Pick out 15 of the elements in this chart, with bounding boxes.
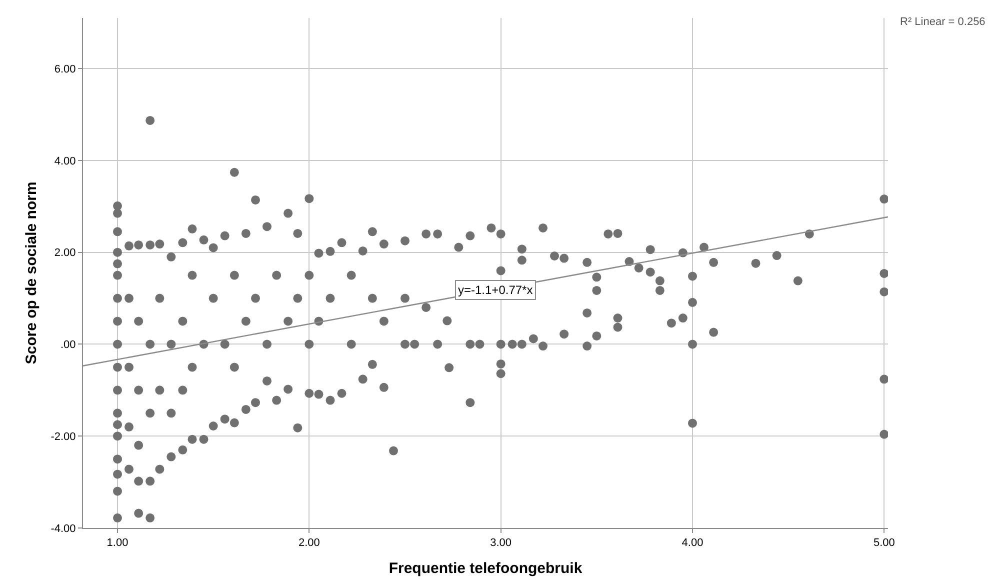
text: R² Linear = 0.256 [900,16,986,28]
x-tick-label: 3.00 [490,537,512,550]
annotation: y=-1.1+0.77*x [458,283,533,297]
y-axis-title: Score op de sociale norm [22,182,40,364]
x-tick-label: 4.00 [682,537,704,550]
y-tick-label: -2.00 [50,430,76,443]
x-tick-label: 5.00 [873,537,895,550]
x-tick-label: 2.00 [298,537,320,550]
x-axis-title: Frequentie telefoongebruik [388,560,583,578]
y-tick-label: 6.00 [54,63,76,76]
y-tick-label: -4.00 [50,522,76,535]
x-tick-label: 1.00 [106,537,128,550]
y-tick-label: 2.00 [54,247,76,260]
y-tick-label: 4.00 [54,155,76,168]
y-tick-label: .00 [60,339,76,352]
